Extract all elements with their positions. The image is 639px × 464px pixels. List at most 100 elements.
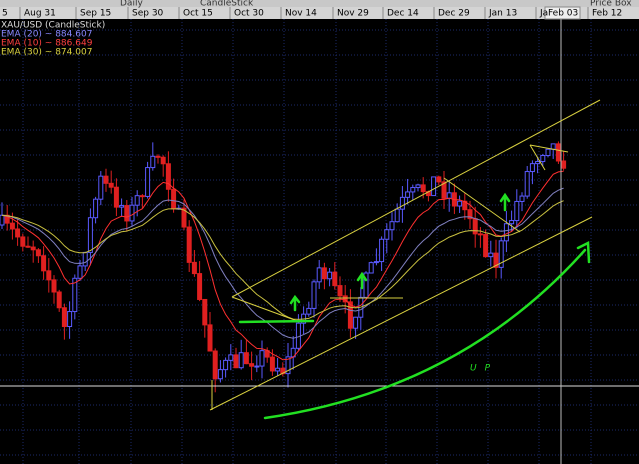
- candle-body: [373, 261, 379, 264]
- candle-body: [124, 205, 130, 222]
- candle-body: [415, 184, 421, 189]
- legend-entry: EMA (10) ~ 886.649: [1, 39, 93, 49]
- candle-body: [503, 223, 509, 242]
- candle-body: [561, 160, 567, 169]
- candle-body: [457, 200, 463, 207]
- date-label: Dec 29: [438, 9, 470, 19]
- candle-body: [87, 217, 93, 253]
- candle-body: [368, 262, 374, 274]
- candle-body: [67, 311, 73, 328]
- candle-body: [223, 359, 229, 371]
- candle-body: [0, 214, 5, 226]
- hand-drawings: [238, 192, 591, 420]
- candle-body: [306, 307, 312, 315]
- candle-body: [9, 222, 15, 230]
- ema-lines: [1, 170, 564, 361]
- candle-body: [98, 175, 104, 200]
- candle-body: [202, 298, 208, 326]
- toolbar-item[interactable]: Daily: [120, 0, 143, 9]
- candle-body: [431, 176, 437, 197]
- candle-body: [311, 281, 317, 309]
- candle-body: [483, 233, 489, 258]
- candle-body: [212, 350, 218, 380]
- candle-body: [498, 240, 504, 268]
- candle-body: [353, 316, 359, 329]
- toolbar-item[interactable]: CandleStick: [200, 0, 254, 9]
- candle-body: [191, 261, 197, 275]
- ema-line: [1, 200, 564, 320]
- candle-body: [545, 148, 551, 157]
- candle-body: [441, 181, 447, 199]
- candle-body: [405, 191, 411, 198]
- candle-body: [472, 218, 478, 235]
- candle-body: [243, 352, 249, 365]
- candle-body: [399, 196, 405, 210]
- candle-body: [384, 229, 390, 240]
- candle-body: [61, 307, 67, 328]
- candle-body: [529, 163, 535, 173]
- candle-body: [56, 291, 62, 309]
- candle-body: [4, 214, 10, 224]
- legend-entry: EMA (30) ~ 874.007: [1, 48, 92, 58]
- candle-body: [269, 356, 275, 372]
- candle-body: [389, 221, 395, 231]
- candle-body: [420, 184, 426, 193]
- candle-body: [519, 195, 525, 202]
- candles: [0, 141, 567, 393]
- candle-body: [160, 156, 166, 165]
- candle-body: [275, 367, 281, 372]
- date-label: Sep 30: [132, 9, 164, 19]
- candle-body: [316, 267, 322, 283]
- candle-body: [139, 195, 145, 198]
- date-label: Nov 14: [285, 9, 317, 19]
- legend-entry: XAU/USD (CandleStick): [1, 21, 105, 31]
- candle-body: [509, 220, 515, 225]
- candle-body: [119, 205, 125, 208]
- candle-body: [363, 272, 369, 298]
- candle-body: [15, 228, 21, 238]
- candle-body: [249, 363, 255, 367]
- candle-body: [82, 251, 88, 267]
- candle-body: [347, 301, 353, 329]
- candle-body: [197, 273, 203, 300]
- candle-body: [488, 252, 494, 258]
- toolbar-item[interactable]: Price Box: [590, 0, 632, 9]
- candle-body: [145, 167, 151, 197]
- candle-body: [35, 249, 41, 257]
- candle-body: [467, 209, 473, 220]
- date-label: Jan 13: [488, 9, 517, 19]
- date-label: Sep 15: [80, 9, 111, 19]
- date-label: Nov 29: [337, 9, 369, 19]
- candle-body: [228, 354, 234, 361]
- candle-body: [493, 252, 499, 268]
- candle-body: [477, 233, 483, 236]
- candle-body: [285, 356, 291, 375]
- crosshair-box: [544, 6, 581, 20]
- candle-body: [113, 186, 119, 208]
- crosshair-label: Feb 03: [548, 9, 578, 19]
- candle-body: [446, 192, 452, 199]
- candle-body: [165, 163, 171, 190]
- candle-body: [514, 200, 520, 222]
- candle-body: [93, 198, 99, 219]
- candle-body: [171, 188, 177, 210]
- date-axis: [0, 7, 639, 19]
- candle-body: [134, 195, 140, 206]
- date-label: Oct 15: [183, 9, 213, 19]
- candle-body: [410, 187, 416, 193]
- candle-body: [259, 350, 265, 367]
- candle-body: [254, 365, 260, 368]
- candle-body: [77, 265, 83, 279]
- candle-body: [51, 279, 57, 293]
- candle-body: [207, 324, 213, 352]
- candle-body: [535, 161, 541, 165]
- candle-body: [30, 246, 36, 251]
- candle-body: [436, 176, 442, 183]
- candle-body: [550, 143, 556, 150]
- date-label: Dec 14: [387, 9, 419, 19]
- candle-body: [379, 238, 385, 263]
- candle-body: [524, 171, 530, 197]
- toolbar: [0, 0, 639, 7]
- date-label: Oct 30: [234, 9, 264, 19]
